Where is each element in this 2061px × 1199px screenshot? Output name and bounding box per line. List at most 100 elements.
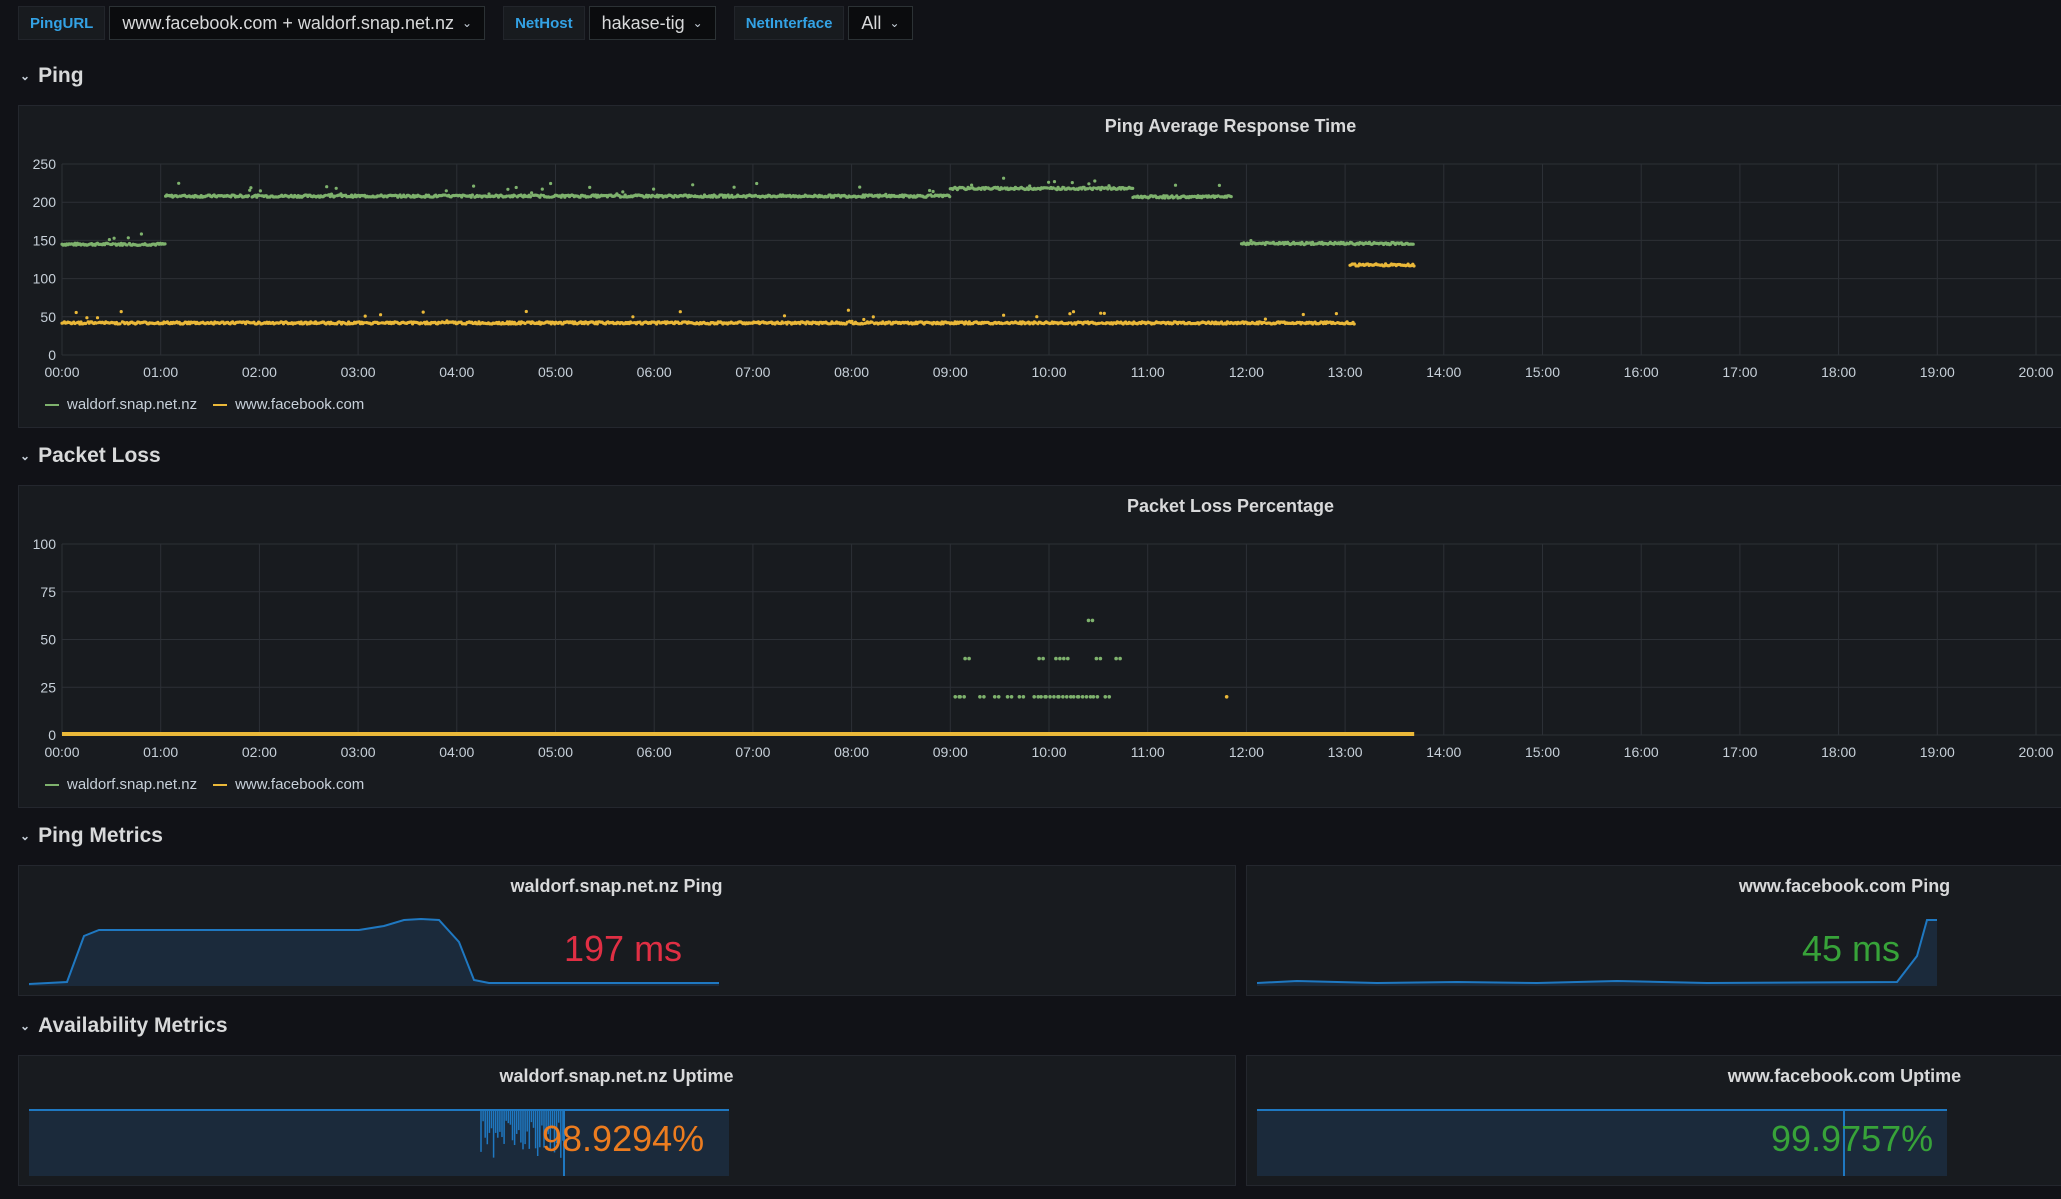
data-point [732, 185, 736, 189]
data-point [1032, 695, 1036, 699]
series-waldorf [60, 176, 1415, 247]
chevron-down-icon: ⌄ [462, 16, 473, 30]
data-point [1017, 695, 1022, 699]
facebook-uptime-stat-panel: www.facebook.com Uptime 99.9757% [1246, 1055, 2061, 1186]
data-point [119, 310, 123, 314]
x-tick-label: 08:00 [834, 364, 869, 380]
data-point [111, 242, 115, 246]
legend-item-waldorf[interactable]: waldorf.snap.net.nz [45, 396, 197, 413]
row-title-availability: Availability Metrics [38, 1014, 228, 1037]
variable-label-nethost: NetHost [503, 6, 585, 40]
row-header-packet-loss[interactable]: ⌄ Packet Loss [20, 444, 161, 468]
data-point [249, 186, 253, 190]
data-point [1069, 187, 1073, 191]
x-tick-label: 10:00 [1031, 364, 1066, 380]
data-point [339, 192, 343, 196]
data-point [992, 695, 997, 699]
waldorf-ping-sparkline [29, 917, 719, 986]
legend-item-waldorf[interactable]: waldorf.snap.net.nz [45, 776, 197, 793]
data-point [1334, 312, 1338, 316]
waldorf-ping-stat-panel: waldorf.snap.net.nz Ping 197 ms [18, 865, 1236, 996]
data-point [958, 695, 962, 699]
y-tick-label: 250 [33, 156, 57, 172]
row-header-ping[interactable]: ⌄ Ping [20, 64, 84, 88]
data-point [652, 187, 656, 191]
data-point [1066, 656, 1070, 661]
data-point [1114, 656, 1118, 661]
data-point [858, 185, 862, 189]
data-point [377, 321, 381, 325]
x-tick-label: 05:00 [538, 744, 573, 760]
data-point [677, 321, 681, 326]
chevron-down-icon: ⌄ [692, 16, 703, 30]
data-point [870, 320, 874, 324]
data-point [1086, 618, 1091, 623]
data-point [953, 695, 958, 699]
data-point [1002, 176, 1006, 180]
variable-select-pingurl[interactable]: www.facebook.com + waldorf.snap.net.nz ⌄ [109, 6, 486, 40]
data-point [107, 238, 111, 242]
x-tick-label: 00:00 [44, 364, 79, 380]
data-point [95, 316, 100, 320]
x-tick-label: 06:00 [637, 744, 672, 760]
data-point [1102, 311, 1106, 315]
data-point [1087, 182, 1091, 186]
legend-label: waldorf.snap.net.nz [67, 776, 198, 793]
data-point [884, 192, 888, 196]
waldorf-ping-value: 197 ms [564, 928, 683, 969]
legend-item-facebook[interactable]: www.facebook.com [213, 776, 364, 793]
data-point [258, 189, 262, 193]
legend-item-facebook[interactable]: www.facebook.com [213, 396, 364, 413]
data-point [930, 194, 934, 198]
panel-title: Ping Average Response Time [1104, 116, 1357, 136]
data-point [1084, 695, 1089, 699]
data-point [1051, 186, 1055, 190]
data-point [928, 188, 932, 193]
variable-value-pingurl: www.facebook.com + waldorf.snap.net.nz [122, 12, 455, 33]
data-point [1035, 315, 1039, 319]
data-point [781, 321, 785, 325]
series-facebook [62, 695, 1415, 736]
data-point [248, 188, 252, 192]
data-point [1000, 322, 1005, 326]
data-point [246, 194, 251, 198]
data-point [505, 194, 509, 198]
x-tick-label: 04:00 [439, 744, 474, 760]
chevron-down-icon: ⌄ [20, 69, 31, 83]
row-header-availability[interactable]: ⌄ Availability Metrics [20, 1014, 228, 1038]
panel-title: waldorf.snap.net.nz Ping [510, 876, 723, 896]
data-point [1092, 186, 1096, 190]
variable-select-nethost[interactable]: hakase-tig ⌄ [588, 6, 716, 40]
data-point [547, 195, 552, 199]
y-tick-label: 25 [40, 679, 56, 695]
x-tick-label: 16:00 [1624, 744, 1659, 760]
variable-value-nethost: hakase-tig [601, 12, 685, 33]
y-tick-label: 0 [48, 347, 56, 363]
data-point [1088, 695, 1093, 699]
data-point [325, 185, 329, 189]
data-point [94, 321, 98, 325]
ping-chart: 250 200 150 100 50 000:00 01:00 02:00 03:00 04:00… [33, 156, 2061, 380]
data-point [621, 190, 625, 194]
data-point [755, 181, 759, 186]
data-point [514, 185, 518, 190]
data-point [73, 321, 77, 326]
x-tick-label: 13:00 [1328, 744, 1363, 760]
row-header-ping-metrics[interactable]: ⌄ Ping Metrics [20, 824, 163, 848]
x-tick-label: 02:00 [242, 364, 277, 380]
panel-title: www.facebook.com Uptime [1727, 1066, 1962, 1086]
data-point [856, 194, 861, 198]
chevron-down-icon: ⌄ [20, 1019, 31, 1033]
data-point [1052, 180, 1057, 184]
data-point [1071, 695, 1076, 699]
x-tick-label: 06:00 [637, 364, 672, 380]
data-point [1097, 321, 1102, 325]
template-variables-bar: PingURL www.facebook.com + waldorf.snap.… [18, 5, 931, 41]
x-tick-label: 18:00 [1821, 364, 1856, 380]
chart-legend: waldorf.snap.net.nz www.facebook.com [45, 396, 380, 413]
legend-label: waldorf.snap.net.nz [67, 396, 198, 413]
data-point [1263, 317, 1267, 321]
variable-select-netinterface[interactable]: All ⌄ [848, 6, 913, 40]
x-tick-label: 01:00 [143, 744, 178, 760]
chart-legend: waldorf.snap.net.nz www.facebook.com [45, 776, 380, 793]
